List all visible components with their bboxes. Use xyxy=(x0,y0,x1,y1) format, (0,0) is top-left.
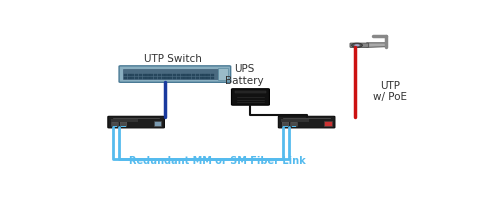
FancyBboxPatch shape xyxy=(154,77,157,79)
FancyBboxPatch shape xyxy=(204,77,206,79)
FancyBboxPatch shape xyxy=(350,43,368,47)
FancyBboxPatch shape xyxy=(113,126,117,127)
FancyBboxPatch shape xyxy=(184,77,188,79)
FancyBboxPatch shape xyxy=(211,77,214,79)
FancyBboxPatch shape xyxy=(284,126,288,127)
FancyBboxPatch shape xyxy=(170,77,172,79)
FancyBboxPatch shape xyxy=(180,74,184,76)
FancyBboxPatch shape xyxy=(282,122,289,126)
FancyBboxPatch shape xyxy=(207,77,210,79)
FancyBboxPatch shape xyxy=(132,77,134,79)
FancyBboxPatch shape xyxy=(188,74,192,76)
FancyBboxPatch shape xyxy=(324,121,332,126)
FancyBboxPatch shape xyxy=(200,74,202,76)
FancyBboxPatch shape xyxy=(139,74,142,76)
FancyBboxPatch shape xyxy=(166,77,168,79)
FancyBboxPatch shape xyxy=(192,77,195,79)
Text: Redundant MM or SM Fiber Link: Redundant MM or SM Fiber Link xyxy=(129,156,306,166)
FancyBboxPatch shape xyxy=(162,77,165,79)
FancyBboxPatch shape xyxy=(154,74,157,76)
FancyBboxPatch shape xyxy=(139,77,142,79)
Text: UTP
w/ PoE: UTP w/ PoE xyxy=(373,81,407,102)
FancyBboxPatch shape xyxy=(173,77,176,79)
FancyBboxPatch shape xyxy=(207,74,210,76)
Circle shape xyxy=(352,43,362,47)
FancyBboxPatch shape xyxy=(128,74,130,76)
FancyBboxPatch shape xyxy=(162,74,165,76)
FancyBboxPatch shape xyxy=(282,119,308,122)
FancyBboxPatch shape xyxy=(128,77,130,79)
FancyBboxPatch shape xyxy=(142,77,146,79)
FancyBboxPatch shape xyxy=(290,122,298,126)
FancyBboxPatch shape xyxy=(173,74,176,76)
FancyBboxPatch shape xyxy=(111,119,138,122)
FancyBboxPatch shape xyxy=(196,77,199,79)
Circle shape xyxy=(354,44,360,46)
FancyBboxPatch shape xyxy=(200,77,202,79)
FancyBboxPatch shape xyxy=(135,74,138,76)
FancyBboxPatch shape xyxy=(180,77,184,79)
FancyBboxPatch shape xyxy=(188,77,192,79)
FancyBboxPatch shape xyxy=(120,122,127,126)
Polygon shape xyxy=(366,43,386,47)
FancyBboxPatch shape xyxy=(184,74,188,76)
FancyBboxPatch shape xyxy=(146,77,150,79)
FancyBboxPatch shape xyxy=(154,121,162,126)
FancyBboxPatch shape xyxy=(170,74,172,76)
FancyBboxPatch shape xyxy=(278,116,335,128)
FancyBboxPatch shape xyxy=(158,77,161,79)
FancyBboxPatch shape xyxy=(232,89,270,105)
FancyBboxPatch shape xyxy=(135,77,138,79)
FancyBboxPatch shape xyxy=(150,77,154,79)
FancyBboxPatch shape xyxy=(177,74,180,76)
FancyBboxPatch shape xyxy=(192,74,195,76)
FancyBboxPatch shape xyxy=(166,74,168,76)
FancyBboxPatch shape xyxy=(132,74,134,76)
FancyBboxPatch shape xyxy=(112,122,118,126)
FancyBboxPatch shape xyxy=(124,77,127,79)
FancyBboxPatch shape xyxy=(211,74,214,76)
FancyBboxPatch shape xyxy=(150,74,154,76)
FancyBboxPatch shape xyxy=(158,74,161,76)
Text: UTP Switch: UTP Switch xyxy=(144,54,202,64)
FancyBboxPatch shape xyxy=(108,116,164,128)
FancyBboxPatch shape xyxy=(196,74,199,76)
Text: UPS
Battery: UPS Battery xyxy=(226,64,264,86)
FancyBboxPatch shape xyxy=(119,66,230,82)
FancyBboxPatch shape xyxy=(204,74,206,76)
FancyBboxPatch shape xyxy=(124,74,127,76)
FancyBboxPatch shape xyxy=(235,91,266,93)
FancyBboxPatch shape xyxy=(146,74,150,76)
FancyBboxPatch shape xyxy=(122,126,126,127)
FancyBboxPatch shape xyxy=(292,126,296,127)
FancyBboxPatch shape xyxy=(122,69,218,79)
FancyBboxPatch shape xyxy=(142,74,146,76)
FancyBboxPatch shape xyxy=(177,77,180,79)
FancyBboxPatch shape xyxy=(218,68,228,80)
